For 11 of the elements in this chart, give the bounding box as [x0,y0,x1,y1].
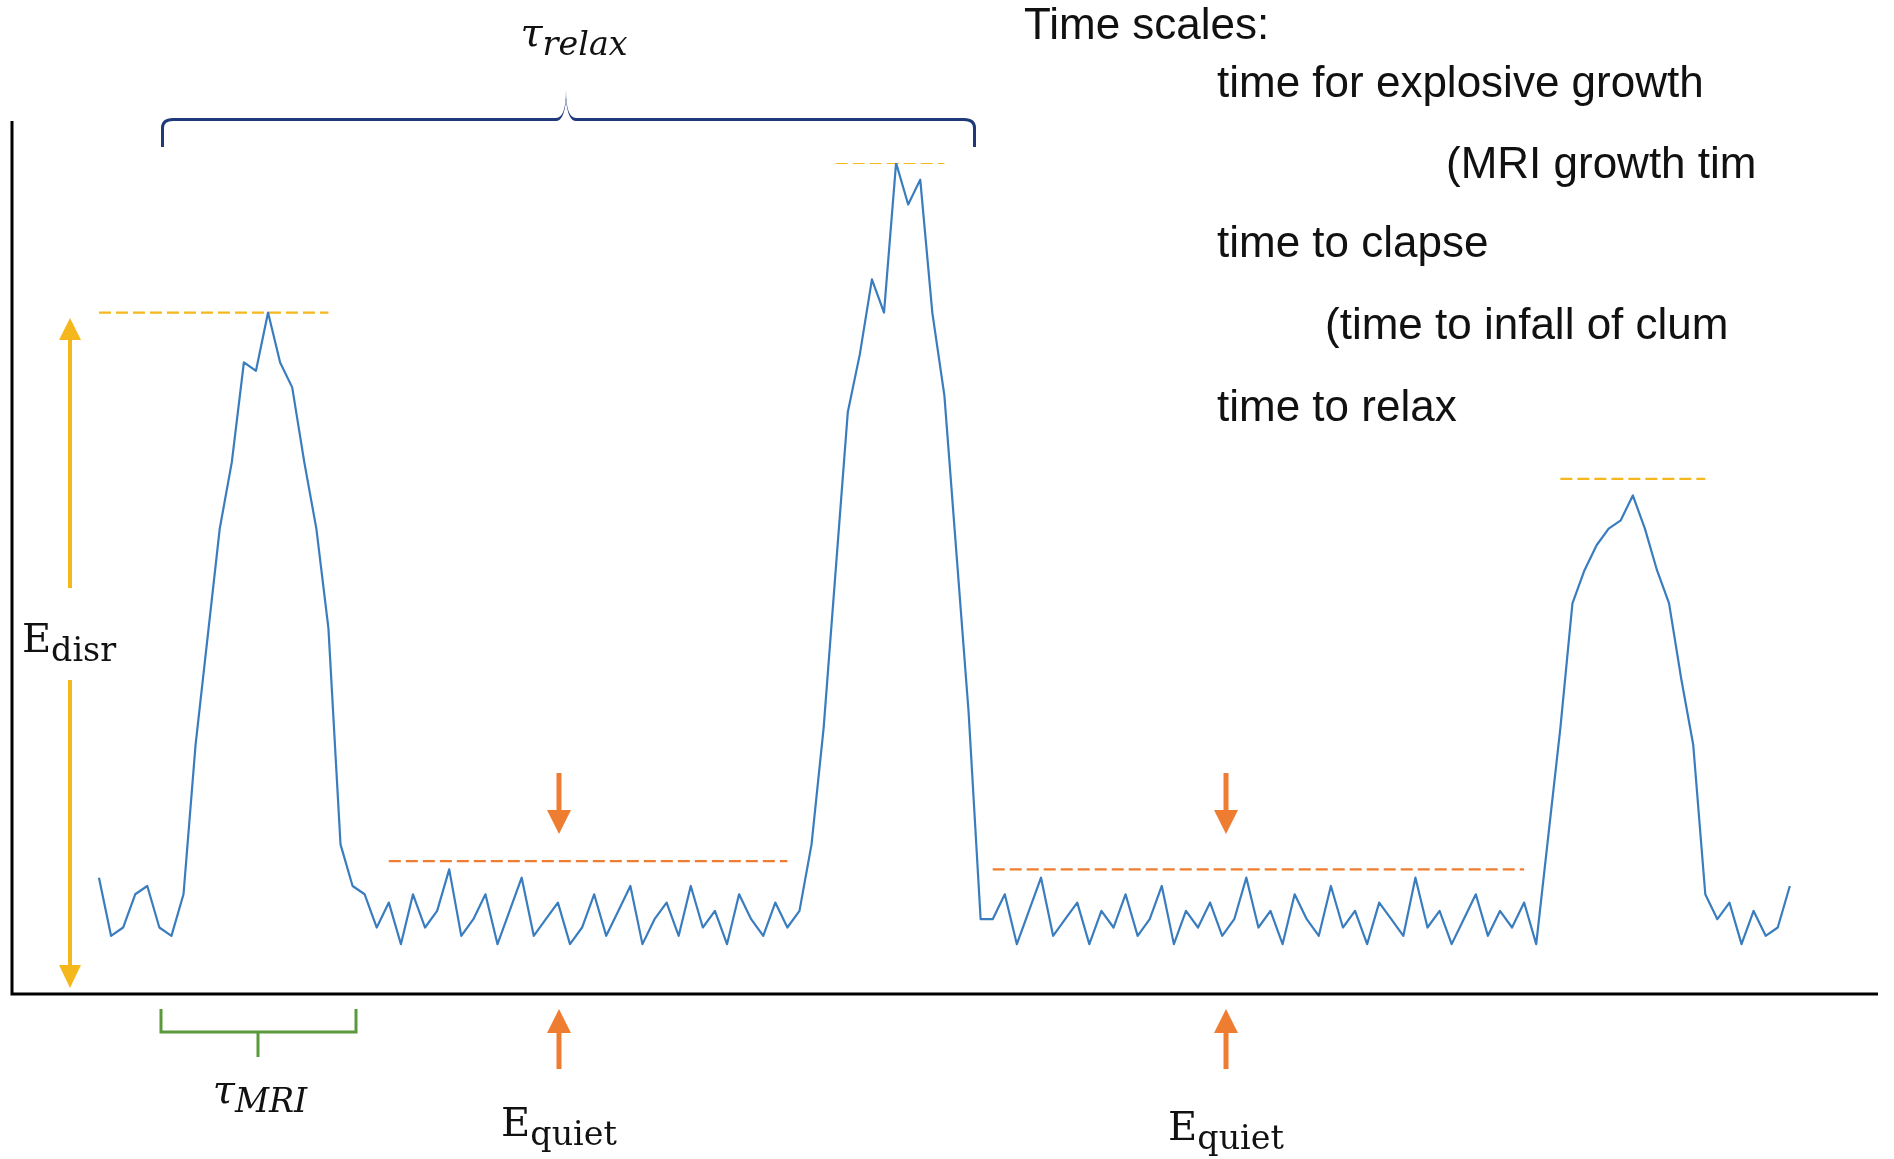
annotation: E$_{disr}$ [21,614,117,669]
annotation: time to relax [1217,381,1457,430]
text: Time scales: [1024,0,1270,48]
annotation: (MRI growth tim [1446,138,1757,187]
text: E$_{quiet}$ [1168,1102,1284,1157]
text: τ$_{relax}$ [520,8,628,63]
text: time for explosive growth [1217,57,1704,106]
text: τ$_{MRI}$ [212,1065,308,1120]
text: E$_{quiet}$ [501,1098,617,1153]
annotation: (time to infall of clum [1325,299,1729,348]
annotation: time to clapse [1217,217,1489,266]
